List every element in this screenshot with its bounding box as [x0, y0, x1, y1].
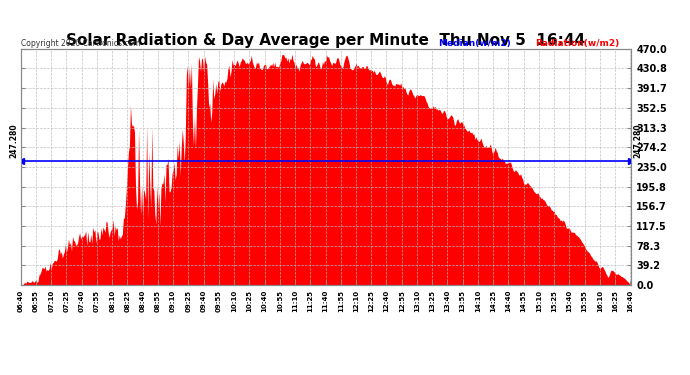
Text: Radiation(w/m2): Radiation(w/m2): [535, 39, 619, 48]
Title: Solar Radiation & Day Average per Minute  Thu Nov 5  16:44: Solar Radiation & Day Average per Minute…: [66, 33, 586, 48]
Text: Median(w/m2): Median(w/m2): [438, 39, 511, 48]
Text: 247.280: 247.280: [633, 124, 642, 158]
Text: Copyright 2020 Cartronics.com: Copyright 2020 Cartronics.com: [21, 39, 140, 48]
Text: 247.280: 247.280: [10, 124, 19, 158]
